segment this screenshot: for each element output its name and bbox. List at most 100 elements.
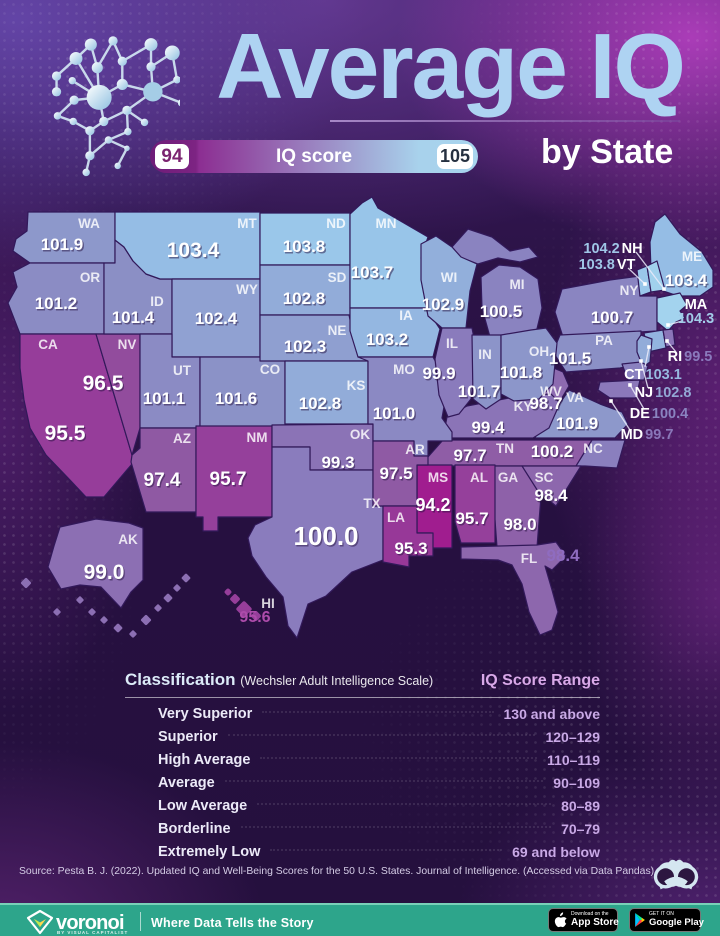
svg-text:NE: NE xyxy=(328,323,347,338)
svg-text:99.3: 99.3 xyxy=(323,454,356,473)
svg-text:97.4: 97.4 xyxy=(144,470,181,491)
svg-text:101.1: 101.1 xyxy=(144,390,187,409)
svg-text:101.0: 101.0 xyxy=(374,405,417,424)
svg-text:SC: SC xyxy=(535,470,554,485)
svg-text:95.3: 95.3 xyxy=(394,539,427,558)
svg-text:95.7: 95.7 xyxy=(455,509,488,528)
svg-text:94.2: 94.2 xyxy=(417,496,452,516)
svg-text:101.9: 101.9 xyxy=(556,414,599,433)
svg-text:98.4: 98.4 xyxy=(534,486,568,505)
svg-text:97.4: 97.4 xyxy=(145,471,182,492)
svg-text:OH: OH xyxy=(529,344,549,359)
svg-text:MS: MS xyxy=(428,470,448,485)
svg-text:101.7: 101.7 xyxy=(459,383,502,402)
svg-text:103.7: 103.7 xyxy=(351,263,394,282)
svg-text:KY: KY xyxy=(514,399,533,414)
svg-text:95.7: 95.7 xyxy=(210,469,247,490)
svg-text:102.4: 102.4 xyxy=(196,310,239,329)
svg-text:MN: MN xyxy=(376,216,397,231)
svg-text:IA: IA xyxy=(399,308,413,323)
svg-text:102.3: 102.3 xyxy=(284,337,327,356)
svg-text:MI: MI xyxy=(510,277,525,292)
svg-text:99.0: 99.0 xyxy=(84,561,125,584)
svg-text:95.5: 95.5 xyxy=(45,422,86,445)
svg-text:AZ: AZ xyxy=(173,431,191,446)
svg-text:98.4: 98.4 xyxy=(546,546,580,565)
svg-text:NC: NC xyxy=(583,441,603,456)
svg-text:TX: TX xyxy=(363,496,380,511)
svg-text:100.0: 100.0 xyxy=(293,521,358,551)
svg-text:99.9: 99.9 xyxy=(422,364,455,383)
svg-text:101.2: 101.2 xyxy=(36,295,79,314)
svg-text:102.8: 102.8 xyxy=(283,289,326,308)
svg-text:UT: UT xyxy=(173,363,192,378)
svg-text:99.4: 99.4 xyxy=(471,418,505,437)
svg-text:101.4: 101.4 xyxy=(112,308,155,327)
svg-text:101.8: 101.8 xyxy=(500,363,543,382)
svg-text:MO: MO xyxy=(393,362,415,377)
svg-text:CO: CO xyxy=(260,362,280,377)
svg-text:101.7: 101.7 xyxy=(458,382,501,401)
svg-text:IL: IL xyxy=(446,336,458,351)
svg-text:103.4: 103.4 xyxy=(167,239,220,262)
svg-text:KS: KS xyxy=(347,378,366,393)
svg-text:102.8: 102.8 xyxy=(300,395,343,414)
svg-text:103.4: 103.4 xyxy=(168,240,221,263)
svg-text:99.0: 99.0 xyxy=(85,562,126,585)
svg-text:103.8: 103.8 xyxy=(283,237,326,256)
svg-text:OR: OR xyxy=(80,270,101,285)
svg-text:95.7: 95.7 xyxy=(211,470,248,491)
svg-text:98.0: 98.0 xyxy=(505,516,538,535)
svg-text:CA: CA xyxy=(38,337,58,352)
svg-text:96.5: 96.5 xyxy=(83,372,124,395)
svg-text:99.3: 99.3 xyxy=(321,453,354,472)
svg-text:MA: MA xyxy=(685,297,708,313)
svg-text:101.9: 101.9 xyxy=(41,235,84,254)
svg-text:101.1: 101.1 xyxy=(143,389,186,408)
svg-text:95.6: 95.6 xyxy=(239,609,270,626)
svg-text:101.9: 101.9 xyxy=(42,236,85,255)
svg-text:100.0: 100.0 xyxy=(295,522,360,552)
svg-text:104.3: 104.3 xyxy=(678,311,714,327)
svg-text:102.8: 102.8 xyxy=(284,290,327,309)
svg-text:96.5: 96.5 xyxy=(84,373,125,396)
svg-text:103.7: 103.7 xyxy=(352,264,395,283)
svg-text:104.2NH: 104.2 NH xyxy=(583,241,642,257)
svg-text:WI: WI xyxy=(441,270,458,285)
svg-text:WA: WA xyxy=(78,216,100,231)
svg-text:ID: ID xyxy=(150,294,164,309)
svg-text:NM: NM xyxy=(247,430,268,445)
svg-text:WV: WV xyxy=(540,384,562,399)
svg-text:HI: HI xyxy=(261,596,275,611)
svg-text:102.3: 102.3 xyxy=(285,338,328,357)
svg-text:FL: FL xyxy=(521,551,538,566)
svg-text:97.7: 97.7 xyxy=(455,447,488,466)
svg-text:99.4: 99.4 xyxy=(473,419,507,438)
svg-text:95.5: 95.5 xyxy=(46,423,87,446)
svg-text:TN: TN xyxy=(496,441,514,456)
svg-text:98.7: 98.7 xyxy=(529,394,562,413)
svg-text:ME: ME xyxy=(682,249,702,264)
svg-text:OK: OK xyxy=(350,427,371,442)
svg-text:102.8: 102.8 xyxy=(299,394,342,413)
svg-text:98.4: 98.4 xyxy=(536,487,570,506)
svg-text:100.5: 100.5 xyxy=(480,302,523,321)
svg-text:103.4: 103.4 xyxy=(666,272,709,291)
svg-text:97.5: 97.5 xyxy=(379,464,412,483)
svg-text:AL: AL xyxy=(470,470,488,485)
svg-text:103.8VT: 103.8 VT xyxy=(579,257,636,273)
svg-text:PA: PA xyxy=(595,333,613,348)
svg-text:99.9: 99.9 xyxy=(424,365,457,384)
svg-text:101.8: 101.8 xyxy=(501,364,544,383)
svg-text:97.7: 97.7 xyxy=(453,446,486,465)
svg-text:101.6: 101.6 xyxy=(216,390,259,409)
svg-text:100.2: 100.2 xyxy=(532,443,575,462)
svg-text:AR: AR xyxy=(405,442,425,457)
svg-text:100.7: 100.7 xyxy=(591,308,634,327)
svg-text:AK: AK xyxy=(118,532,138,547)
svg-text:MT: MT xyxy=(237,216,257,231)
